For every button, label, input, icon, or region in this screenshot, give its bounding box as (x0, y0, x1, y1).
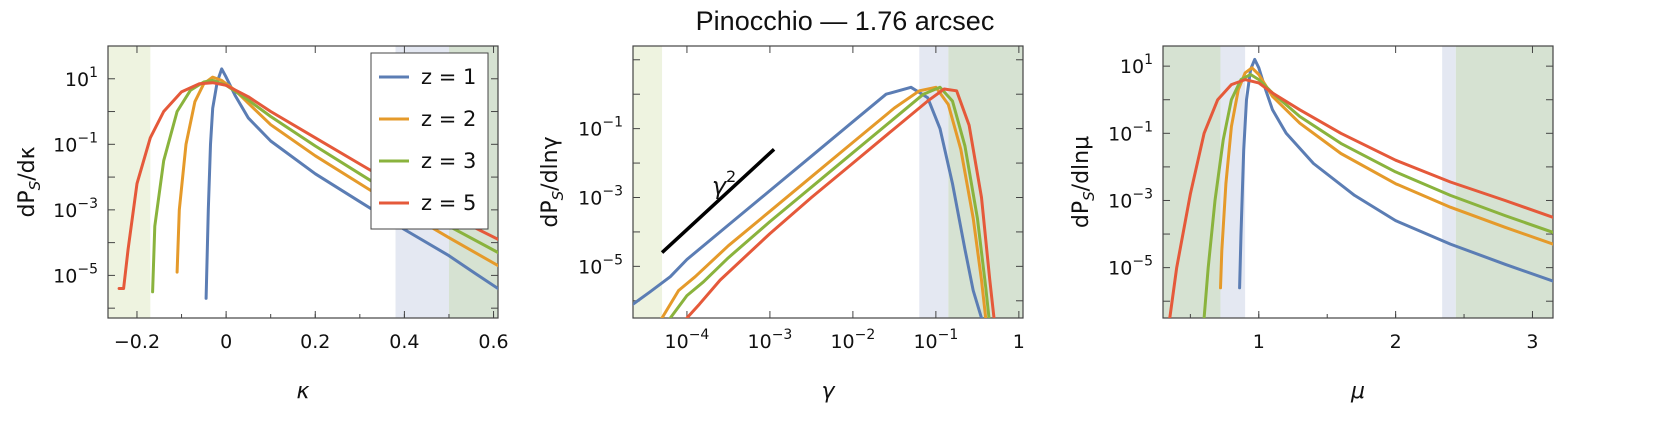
figure-title: Pinocchio — 1.76 arcsec (696, 6, 995, 36)
x-axis-label: μ (1350, 379, 1365, 404)
x-axis-label: κ (297, 379, 310, 404)
x-tick-label: 0.6 (478, 331, 508, 353)
y-tick-label: 101 (65, 65, 98, 91)
legend-label: z = 1 (421, 65, 476, 89)
y-tick-label: 10−1 (1108, 119, 1153, 145)
x-tick-label: 0 (220, 331, 232, 353)
panel-mu: 101 10−1 10−3 10−5 1 2 3 μ dPS/dlnμ (1069, 45, 1554, 404)
series-line-z1 (633, 85, 983, 318)
x-tick-label: 3 (1526, 331, 1538, 353)
x-tick-label: 1 (1013, 331, 1025, 353)
slope-annotation: γ2 (712, 167, 736, 200)
series-line-z3 (1202, 73, 1553, 318)
x-tick-label: 10−4 (665, 327, 710, 353)
series-line-z1 (204, 67, 498, 300)
x-tick-label: 10−1 (913, 327, 958, 353)
plot-frame (632, 45, 1024, 319)
panel-kappa: 101 10−1 10−3 10−5 −0.2 0 0.2 0.4 0.6 κ dPS/dκ z = … (15, 45, 509, 404)
legend: z = 1 z = 2 z = 3 z = 5 (370, 52, 489, 230)
shaded-band-1 (108, 46, 151, 318)
x-tick-label: 0.4 (389, 331, 419, 353)
shaded-band-4 (1455, 46, 1553, 318)
y-tick-label: 10−3 (1108, 186, 1153, 212)
series-line-z5 (1168, 78, 1553, 318)
y-axis-label: dPS/dκ (15, 146, 44, 217)
series-line-z2 (1219, 66, 1553, 290)
plot-frame (1162, 45, 1554, 319)
shaded-band-3 (948, 46, 1023, 318)
x-tick-label: 2 (1390, 331, 1402, 353)
x-tick-label: 10−2 (830, 327, 875, 353)
y-ticks: 101 10−1 10−3 10−5 (53, 45, 498, 309)
y-tick-label: 10−3 (578, 183, 623, 209)
y-axis-label: dPS/dlnμ (1069, 136, 1098, 228)
legend-label: z = 5 (421, 191, 476, 215)
slope-reference-line (660, 148, 776, 254)
y-tick-label: 10−5 (578, 252, 623, 278)
x-ticks: 10−4 10−3 10−2 10−1 1 (665, 46, 1025, 353)
x-tick-label: 1 (1253, 331, 1265, 353)
y-ticks: 101 10−1 10−3 10−5 (1108, 52, 1553, 302)
legend-label: z = 2 (421, 107, 476, 131)
panel-gamma: 10−1 10−3 10−5 10−4 10−3 10−2 10−1 1 γ dPS/dlnγ γ2 (538, 45, 1025, 404)
y-tick-label: 10−1 (53, 130, 98, 156)
series-line-z2 (660, 85, 988, 318)
x-tick-label: −0.2 (114, 331, 160, 353)
x-axis-label: γ (821, 379, 835, 404)
x-ticks: −0.2 0 0.2 0.4 0.6 (114, 46, 509, 353)
y-tick-label: 10−3 (53, 196, 98, 222)
plot-frame (107, 45, 499, 319)
legend-box (370, 52, 489, 230)
legend-label: z = 3 (421, 149, 476, 173)
x-tick-label: 0.2 (300, 331, 330, 353)
series-group (1168, 57, 1553, 318)
y-ticks: 10−1 10−3 10−5 (578, 59, 1023, 302)
y-tick-label: 10−1 (578, 115, 623, 141)
y-axis-label: dPS/dlnγ (538, 136, 567, 227)
x-tick-label: 10−3 (748, 327, 793, 353)
shaded-band-1 (633, 46, 663, 318)
series-line-z5 (685, 87, 996, 318)
series-group (633, 85, 996, 318)
series-line-z1 (1238, 57, 1553, 290)
y-tick-label: 10−5 (53, 261, 98, 287)
x-ticks: 1 2 3 (1189, 46, 1539, 353)
y-tick-label: 10−5 (1108, 254, 1153, 280)
y-tick-label: 101 (1120, 52, 1153, 78)
series-line-z3 (668, 85, 991, 318)
